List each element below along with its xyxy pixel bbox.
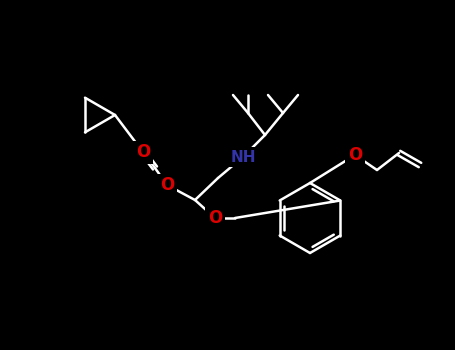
Text: O: O: [208, 209, 222, 227]
Text: O: O: [160, 176, 174, 194]
Text: O: O: [136, 143, 150, 161]
Text: O: O: [348, 146, 362, 164]
Text: NH: NH: [230, 149, 256, 164]
